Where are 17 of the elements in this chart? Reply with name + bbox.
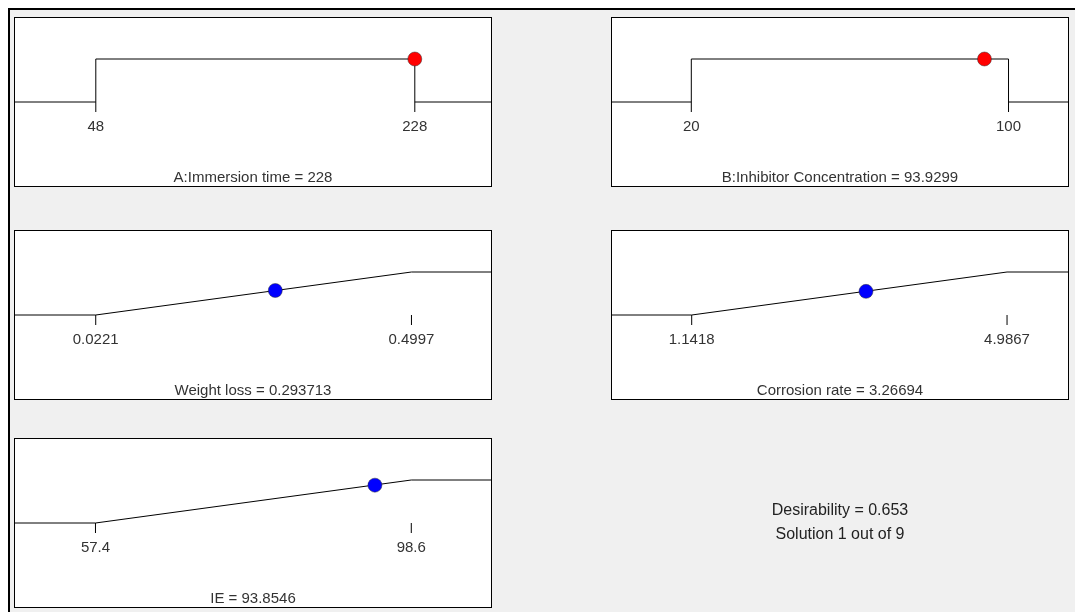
x-tick-label: 4.9867 [984, 329, 1030, 347]
x-tick-label: 1.1418 [668, 329, 715, 347]
x-axis-title: B:Inhibitor Concentration = 93.9299 [721, 168, 959, 185]
x-axis-title: Weight loss = 0.293713 [174, 381, 332, 398]
x-tick-label: 0.4997 [388, 329, 435, 347]
x-tick-label: 100 [996, 116, 1022, 134]
x-tick-label: 98.6 [396, 537, 426, 555]
x-axis-title: A:Immersion time = 228 [173, 168, 333, 185]
text: Desirability = 0.653 [770, 500, 910, 520]
x-tick-label: 57.4 [80, 537, 111, 555]
x-axis-title: IE = 93.8546 [210, 589, 296, 606]
x-tick-label: 228 [402, 116, 428, 134]
x-axis-title: Corrosion rate = 3.26694 [756, 381, 924, 398]
x-tick-label: 48 [87, 116, 105, 134]
text: Solution 1 out of 9 [774, 524, 906, 544]
x-tick-label: 0.0221 [72, 329, 119, 347]
x-tick-label: 20 [682, 116, 700, 134]
